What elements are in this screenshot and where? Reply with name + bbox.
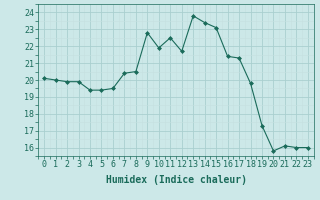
X-axis label: Humidex (Indice chaleur): Humidex (Indice chaleur) [106,175,246,185]
